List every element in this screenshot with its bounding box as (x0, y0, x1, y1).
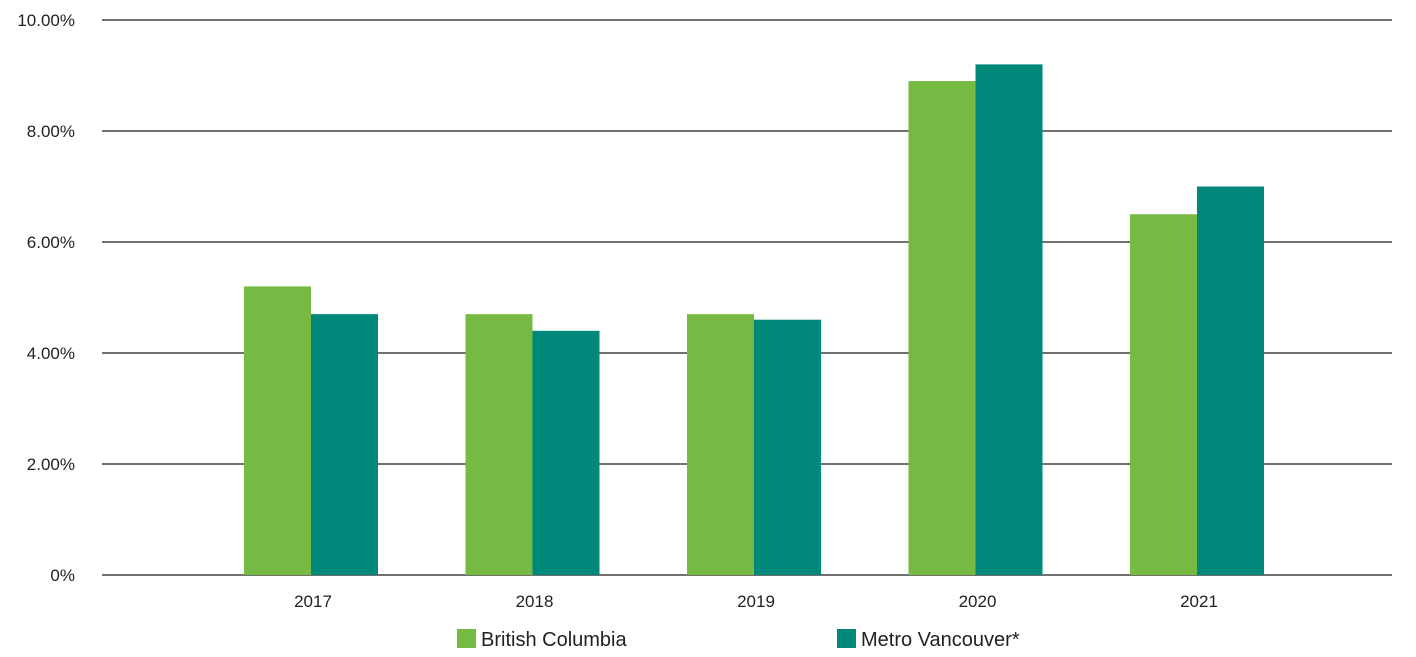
bar (687, 314, 754, 575)
legend-swatch (837, 629, 856, 648)
bar (311, 314, 378, 575)
y-tick-label: 4.00% (27, 344, 75, 363)
y-tick-label: 0% (50, 566, 75, 585)
legend-label: British Columbia (481, 629, 627, 651)
x-tick-label: 2018 (516, 592, 554, 611)
bar (465, 314, 533, 575)
y-tick-label: 10.00% (17, 11, 75, 30)
bar (1130, 214, 1197, 575)
x-tick-label: 2019 (737, 592, 775, 611)
bar (532, 330, 600, 575)
y-tick-label: 2.00% (27, 455, 75, 474)
bar (908, 81, 976, 576)
y-axis-ticks: 0% 2.00% 4.00% 6.00% 8.00% 10.00% (17, 11, 75, 585)
bars (244, 64, 1264, 576)
x-tick-label: 2021 (1180, 592, 1218, 611)
y-tick-label: 6.00% (27, 233, 75, 252)
bar (754, 319, 821, 575)
y-tick-label: 8.00% (27, 122, 75, 141)
x-axis-ticks: 2017 2018 2019 2020 2021 (294, 592, 1218, 611)
bar (1197, 186, 1264, 575)
x-tick-label: 2020 (959, 592, 997, 611)
x-tick-label: 2017 (294, 592, 332, 611)
legend: British Columbia Metro Vancouver* (457, 629, 1020, 651)
bar (244, 286, 311, 575)
legend-label: Metro Vancouver* (861, 629, 1020, 651)
bar (975, 64, 1043, 576)
legend-swatch (457, 629, 476, 648)
